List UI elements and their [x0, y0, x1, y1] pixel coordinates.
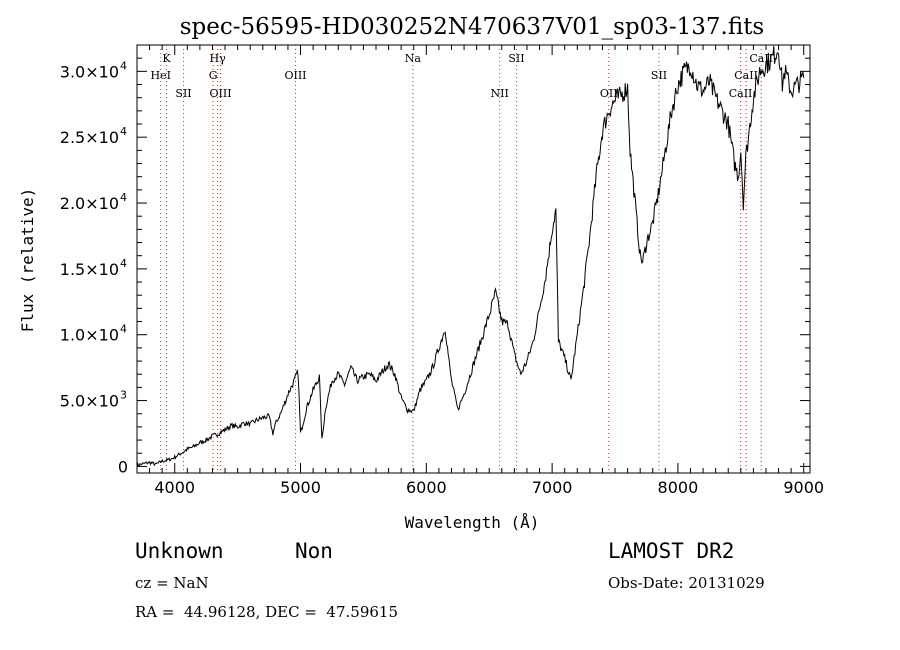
spectral-line-label: SII — [175, 87, 191, 100]
spectral-line-label: SII — [651, 69, 667, 82]
spectral-line-label: Na — [405, 52, 422, 65]
y-tick-label: 1.0×10 — [60, 326, 119, 345]
spectral-line-label: SII — [508, 52, 524, 65]
x-tick-label: 5000 — [280, 478, 321, 497]
obs-date-label: Obs-Date: 20131029 — [608, 574, 765, 592]
y-tick-exponent: 4 — [120, 125, 127, 138]
y-tick-label: 1.5×10 — [60, 260, 119, 279]
x-tick-label: 9000 — [783, 478, 824, 497]
y-tick-label: 2.0×10 — [60, 194, 119, 213]
x-tick-label: 7000 — [532, 478, 573, 497]
object-class-label: Unknown — [135, 539, 224, 563]
coordinates-label: RA = 44.96128, DEC = 47.59615 — [135, 603, 399, 621]
y-tick-label: 0 — [118, 457, 128, 476]
x-tick-label: 8000 — [658, 478, 699, 497]
spectral-line-label: Hγ — [210, 52, 227, 65]
spectral-line-label: NII — [491, 87, 509, 100]
spectral-lines-group — [160, 45, 762, 473]
spectral-line-label: OIII — [284, 69, 306, 82]
y-tick-exponent: 4 — [120, 323, 127, 336]
spectral-line-label: HeI — [151, 69, 171, 82]
chart-title: spec-56595-HD030252N470637V01_sp03-137.f… — [180, 14, 765, 40]
y-tick-label: 2.5×10 — [60, 128, 119, 147]
x-tick-label: 4000 — [154, 478, 195, 497]
plot-frame — [136, 44, 811, 474]
flux-series-line — [136, 45, 805, 467]
survey-label: LAMOST DR2 — [608, 539, 735, 563]
spectral-line-label: OII — [600, 87, 618, 100]
spectral-line-label: G — [209, 69, 218, 82]
y-tick-label: 5.0×10 — [60, 392, 119, 411]
y-tick-exponent: 4 — [120, 59, 127, 72]
y-tick-exponent: 4 — [120, 257, 127, 270]
x-tick-label: 6000 — [406, 478, 447, 497]
spectral-line-label: CaII — [734, 69, 758, 82]
y-axis: 05.0×10 31.0×10 41.5×10 42.0×10 42.5×10 43.0×… — [60, 44, 810, 476]
spectral-line-label: OIII — [209, 87, 231, 100]
object-subclass-label: Non — [295, 539, 333, 563]
y-tick-exponent: 3 — [120, 389, 127, 402]
y-axis-label: Flux (relative) — [18, 188, 37, 333]
spectral-line-label: K — [162, 52, 171, 65]
x-axis-label: Wavelength (Å) — [405, 513, 540, 532]
spectral-line-labels: K HeI SII Hγ G OIII OIII Na NII SII OII SII CaII CaII… — [151, 52, 773, 100]
y-tick-exponent: 4 — [120, 191, 127, 204]
redshift-label: cz = NaN — [135, 574, 209, 592]
y-tick-label: 3.0×10 — [60, 62, 119, 81]
x-axis: 4000 5000 6000 7000 8000 9000 — [136, 45, 824, 497]
spectral-line-label: CaII — [749, 52, 773, 65]
spectral-line-label: CaII — [729, 87, 753, 100]
